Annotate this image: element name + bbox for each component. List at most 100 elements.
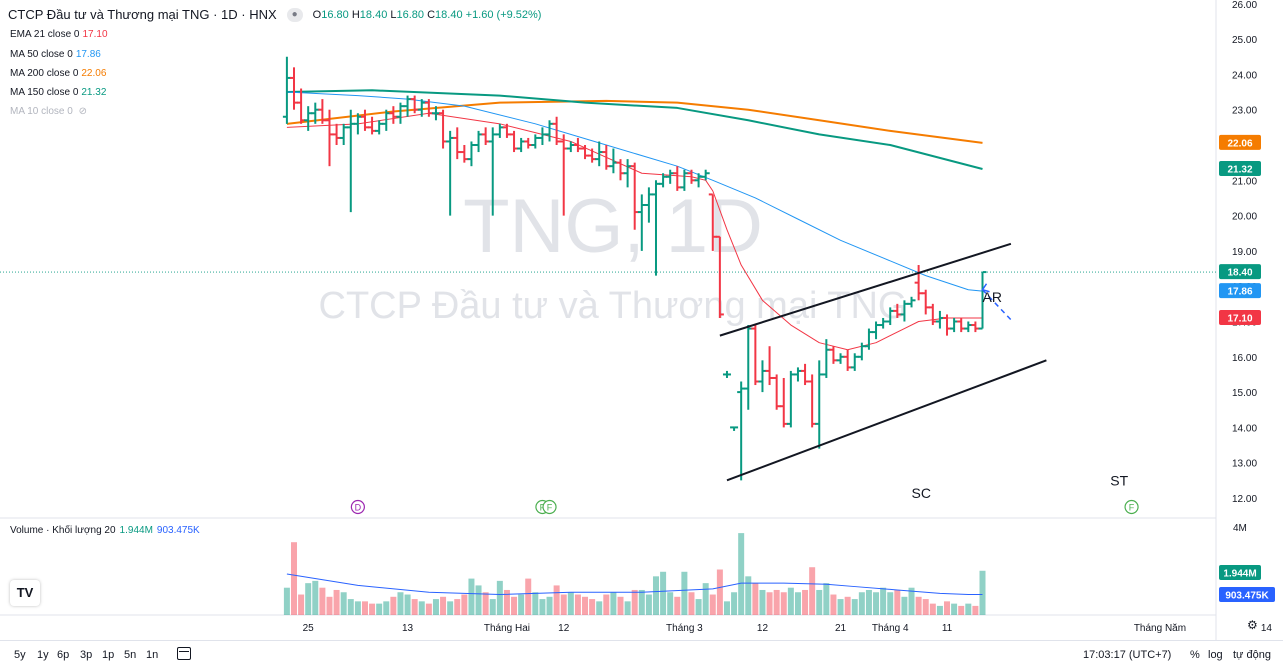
volume-bar: [816, 589, 823, 615]
ma150-line: [286, 89, 983, 170]
event-marker-circle: [350, 499, 365, 515]
ohlc-bar: [701, 169, 710, 181]
y-tick-label: 25.00: [1232, 35, 1257, 46]
volume-bar: [951, 603, 958, 615]
volume-bar: [667, 592, 674, 615]
volume-bar: [432, 599, 439, 615]
volume-bar: [809, 567, 816, 615]
volume-bar: [766, 592, 773, 615]
timeframe-1p[interactable]: 1p: [102, 649, 115, 661]
y-tick-label: 15.00: [1232, 388, 1257, 399]
volume-bar: [553, 585, 560, 615]
ohlc-bar: [715, 235, 724, 318]
volume-bar: [617, 596, 624, 615]
price-tag: 17.86: [1219, 283, 1261, 299]
timeframe-5y[interactable]: 5y: [14, 649, 26, 661]
volume-tag: 1.944M: [1219, 565, 1261, 580]
volume-bar: [688, 592, 695, 615]
volume-bar: [319, 587, 326, 615]
timeframe-6p[interactable]: 6p: [57, 649, 70, 661]
price-tag: 21.32: [1219, 161, 1261, 177]
volume-bar: [425, 603, 432, 615]
ema21-line: [286, 112, 983, 351]
volume-bar: [887, 592, 894, 615]
volume-bar: [873, 592, 880, 615]
volume-bar: [674, 596, 681, 615]
auto-toggle[interactable]: tự động: [1233, 649, 1271, 661]
eye-off-icon[interactable]: ⊘: [78, 106, 87, 117]
timeframe-3p[interactable]: 3p: [80, 649, 93, 661]
pocket-pivot-arrow-head: [981, 283, 990, 293]
ohlc-bar: [730, 426, 739, 431]
x-tick-label: 13: [402, 623, 414, 634]
x-tick-label: Tháng 4: [872, 623, 909, 634]
annotation-label: ST: [1110, 473, 1128, 489]
volume-bar: [802, 589, 809, 615]
timeframe-1n[interactable]: 1n: [146, 649, 159, 661]
volume-bar: [298, 594, 305, 615]
volume-axis-label: 4M: [1233, 523, 1247, 534]
volume-bar: [525, 578, 532, 615]
volume-bar: [681, 571, 688, 615]
log-toggle[interactable]: log: [1208, 649, 1223, 661]
indicator-ma10[interactable]: MA 10 close 0 ⊘: [10, 106, 87, 117]
volume-bar: [383, 601, 390, 615]
volume-bar: [787, 587, 794, 615]
volume-bar: [759, 589, 766, 615]
volume-bar: [546, 596, 553, 615]
y-tick-label: 20.00: [1232, 212, 1257, 223]
volume-bar: [312, 580, 319, 615]
calendar-icon[interactable]: [177, 647, 191, 660]
price-tag-bg: [1219, 283, 1261, 299]
timeframe-1y[interactable]: 1y: [37, 649, 49, 661]
volume-tag-bg: [1219, 565, 1261, 580]
visibility-icon[interactable]: ●: [286, 7, 303, 22]
volume-bar: [454, 599, 461, 615]
annotations: ARUASCSTLPSPocket PivotDFFFD: [350, 242, 1139, 515]
annotation-label: AR: [983, 289, 1002, 305]
volume-bar: [922, 599, 929, 615]
ohlc-readout: O16.80 H18.40 L16.80 C18.40 +1.60 (+9.52…: [312, 8, 542, 21]
indicator-ma150[interactable]: MA 150 close 0 21.32: [10, 87, 107, 98]
watermark-symbol: TNG, 1D: [463, 184, 763, 269]
price-tag-bg: [1219, 309, 1261, 325]
timeframe-5n[interactable]: 5n: [124, 649, 137, 661]
percent-toggle[interactable]: %: [1190, 649, 1200, 661]
tradingview-logo: TV: [10, 580, 40, 606]
volume-tag-label: 1.944M: [1223, 569, 1256, 580]
indicator-ma200[interactable]: MA 200 close 0 22.06: [10, 68, 107, 79]
volume-tag: 903.475K: [1219, 587, 1275, 602]
volume-bar: [574, 594, 581, 615]
event-marker: F: [542, 499, 557, 515]
volume-bar: [447, 601, 454, 615]
indicator-ma50[interactable]: MA 50 close 0 17.86: [10, 49, 101, 60]
price-tag-bg: [1219, 161, 1261, 177]
volume-bar: [290, 542, 297, 615]
volume-bar: [738, 533, 745, 615]
x-tick-label: 12: [558, 623, 570, 634]
volume-bar: [823, 583, 830, 615]
gear-icon[interactable]: ⚙: [1247, 618, 1258, 632]
price-tag: 18.40: [1219, 264, 1261, 280]
volume-bar: [773, 589, 780, 615]
volume-bar: [894, 589, 901, 615]
volume-bar: [915, 596, 922, 615]
y-tick-label: 16.00: [1232, 353, 1257, 364]
ohlc-bar: [907, 296, 916, 308]
volume-header: Volume · Khối lượng 20 1.944M 903.475K: [10, 525, 200, 536]
volume-bar: [958, 605, 965, 615]
volume-bar: [660, 571, 667, 615]
annotation-label: SC: [912, 485, 931, 501]
bottom-toolbar: 5y 1y 6p 3p 1p 5n 1n 17:03:17 (UTC+7) % …: [0, 640, 1283, 669]
volume-bar: [745, 576, 752, 615]
event-marker-circle: [1124, 499, 1139, 515]
x-tick-label: 11: [942, 623, 953, 634]
volume-bar: [752, 583, 759, 615]
volume-bar: [830, 594, 837, 615]
volume-bar: [411, 599, 418, 615]
y-tick-label: 26.00: [1232, 0, 1257, 11]
indicator-ema21[interactable]: EMA 21 close 0 17.10: [10, 29, 108, 40]
price-tag-label: 22.06: [1227, 138, 1252, 149]
volume-bar: [603, 594, 610, 615]
